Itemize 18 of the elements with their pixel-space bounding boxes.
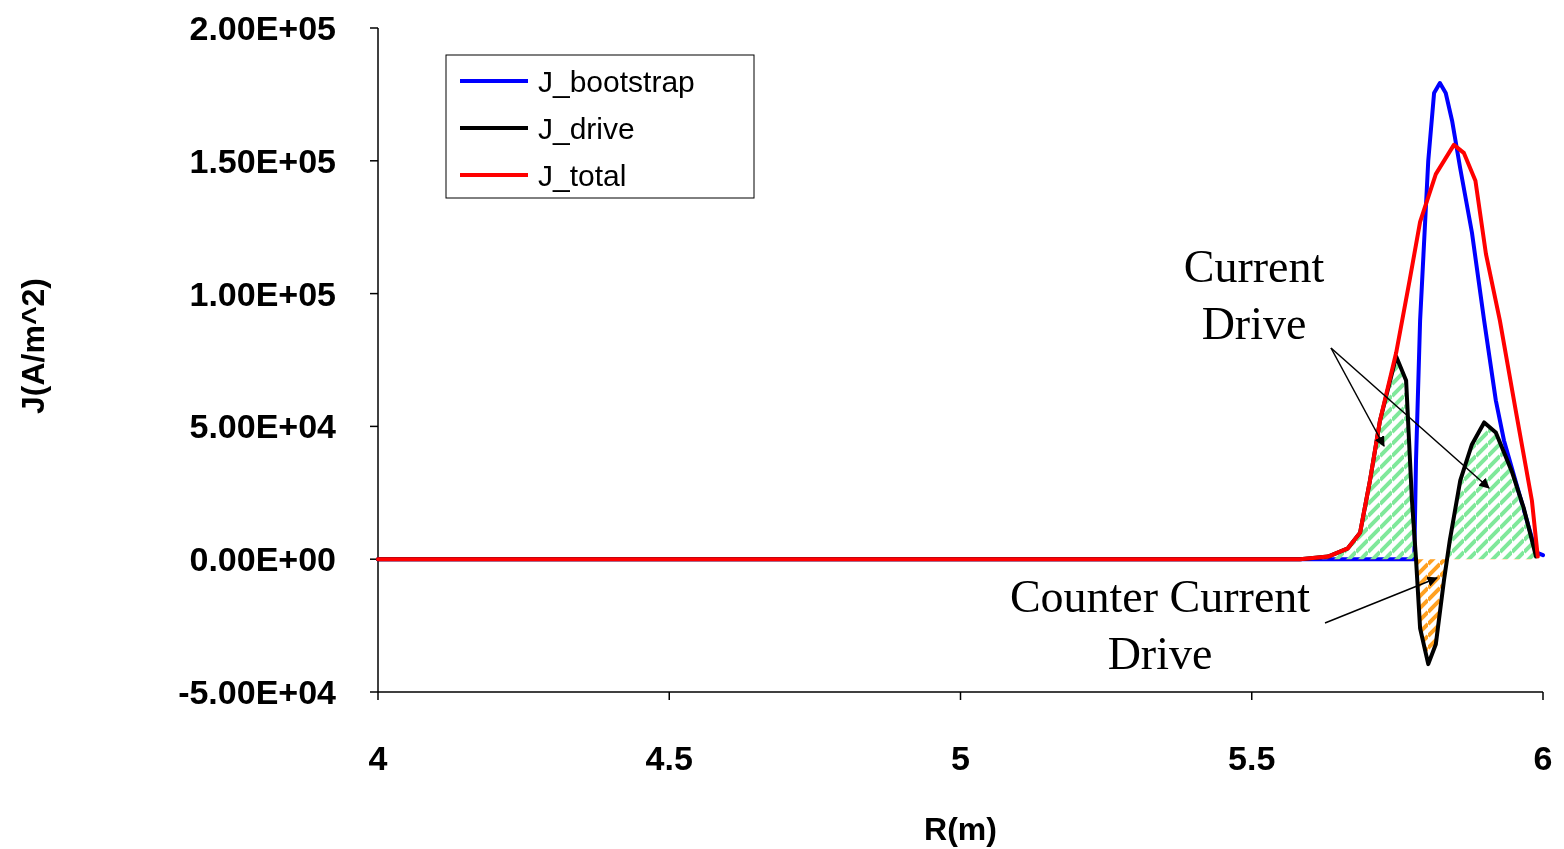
x-tick-label: 4	[368, 739, 388, 777]
annotation: Counter Current Drive	[1009, 571, 1311, 679]
y-tick-label: 1.50E+05	[189, 141, 336, 180]
y-tick-label: 5.00E+04	[189, 407, 337, 446]
y-axis-title: J(A/m^2)	[15, 277, 51, 415]
legend-label: J_bootstrap	[538, 65, 695, 98]
legend-label: J_drive	[538, 112, 635, 145]
x-tick-label: 6	[1533, 739, 1553, 777]
x-axis-title: R(m)	[924, 811, 997, 847]
y-tick-label: -5.00E+04	[178, 673, 337, 711]
annotation: Current Drive	[1183, 241, 1325, 349]
x-tick-label: 5	[951, 739, 970, 777]
x-tick-label: 4.5	[645, 739, 693, 777]
x-tick-label: 5.5	[1228, 739, 1276, 777]
legend-label: J_total	[538, 159, 627, 192]
y-tick-label: 0.00E+00	[189, 540, 336, 579]
y-tick-label: 2.00E+05	[189, 9, 336, 47]
y-tick-label: 1.00E+05	[189, 274, 336, 313]
